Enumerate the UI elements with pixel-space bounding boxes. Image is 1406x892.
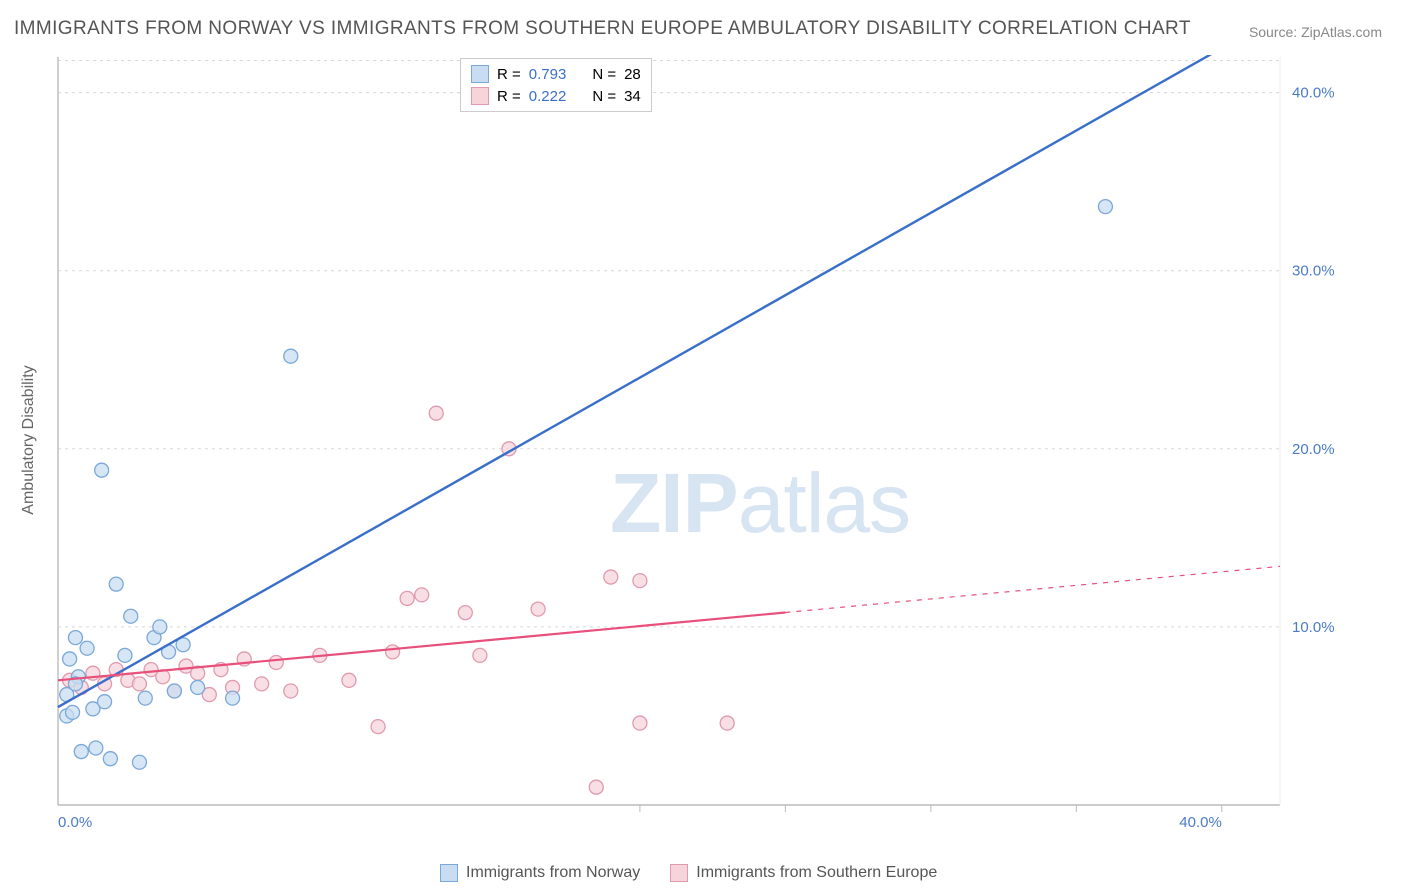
svg-text:30.0%: 30.0%	[1292, 263, 1335, 280]
r-value-southern: 0.222	[529, 88, 567, 105]
r-label: R =	[497, 66, 521, 83]
chart-plot-area: 10.0%20.0%30.0%40.0%0.0%40.0% ZIPatlas	[50, 55, 1340, 835]
legend-row-southern: R = 0.222 N = 34	[471, 85, 641, 107]
r-label: R =	[497, 88, 521, 105]
series-legend: Immigrants from Norway Immigrants from S…	[440, 864, 937, 882]
svg-text:40.0%: 40.0%	[1179, 814, 1222, 831]
n-label: N =	[592, 66, 616, 83]
legend-swatch-southern	[471, 87, 489, 105]
legend-label-southern: Immigrants from Southern Europe	[696, 864, 937, 882]
source-link[interactable]: ZipAtlas.com	[1301, 24, 1382, 40]
svg-text:40.0%: 40.0%	[1292, 85, 1335, 102]
y-axis-label: Ambulatory Disability	[20, 365, 38, 514]
chart-svg: 10.0% 20.0% 30.0% 40.0% 0.0% 40.0%	[50, 55, 1340, 835]
legend-row-norway: R = 0.793 N = 28	[471, 63, 641, 85]
legend-item-southern: Immigrants from Southern Europe	[670, 864, 937, 882]
n-label: N =	[592, 88, 616, 105]
n-value-norway: 28	[624, 66, 641, 83]
legend-swatch-southern-icon	[670, 864, 688, 882]
legend-swatch-norway-icon	[440, 864, 458, 882]
svg-text:10.0%: 10.0%	[1292, 619, 1335, 636]
source-attribution: Source: ZipAtlas.com	[1249, 24, 1382, 40]
legend-swatch-norway	[471, 65, 489, 83]
svg-text:20.0%: 20.0%	[1292, 441, 1335, 458]
legend-item-norway: Immigrants from Norway	[440, 864, 640, 882]
legend-label-norway: Immigrants from Norway	[466, 864, 640, 882]
chart-title: IMMIGRANTS FROM NORWAY VS IMMIGRANTS FRO…	[14, 18, 1191, 40]
source-label: Source:	[1249, 24, 1301, 40]
svg-text:0.0%: 0.0%	[58, 814, 92, 831]
correlation-legend: R = 0.793 N = 28 R = 0.222 N = 34	[460, 58, 652, 112]
r-value-norway: 0.793	[529, 66, 567, 83]
n-value-southern: 34	[624, 88, 641, 105]
